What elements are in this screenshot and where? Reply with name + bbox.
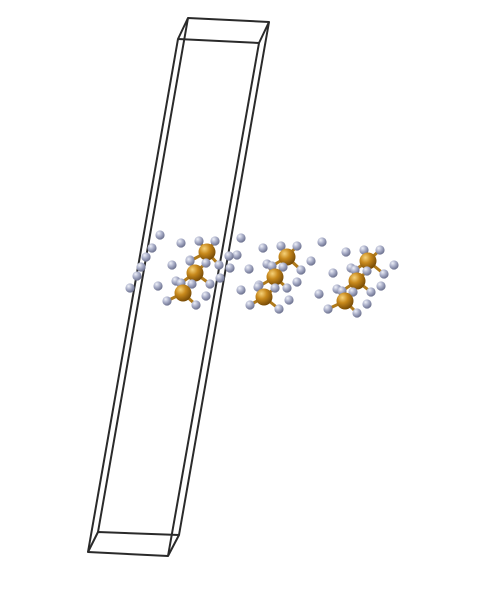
nonmetal-atom[interactable] bbox=[296, 265, 306, 275]
atoms-layer bbox=[125, 230, 399, 318]
metal-atom[interactable] bbox=[336, 292, 354, 310]
nonmetal-atom[interactable] bbox=[292, 241, 302, 251]
nonmetal-atom[interactable] bbox=[379, 269, 389, 279]
nonmetal-atom[interactable] bbox=[225, 263, 235, 273]
nonmetal-atom[interactable] bbox=[253, 282, 263, 292]
nonmetal-atom[interactable] bbox=[270, 283, 280, 293]
nonmetal-atom[interactable] bbox=[162, 296, 172, 306]
nonmetal-atom[interactable] bbox=[348, 287, 358, 297]
nonmetal-atom[interactable] bbox=[314, 289, 324, 299]
nonmetal-atom[interactable] bbox=[187, 279, 197, 289]
nonmetal-atom[interactable] bbox=[244, 264, 254, 274]
nonmetal-atom[interactable] bbox=[328, 268, 338, 278]
unit-cell-edge bbox=[97, 17, 189, 533]
nonmetal-atom[interactable] bbox=[132, 271, 142, 281]
nonmetal-atom[interactable] bbox=[352, 308, 362, 318]
nonmetal-atom[interactable] bbox=[205, 279, 215, 289]
nonmetal-atom[interactable] bbox=[155, 230, 165, 240]
nonmetal-atom[interactable] bbox=[323, 304, 333, 314]
nonmetal-atom[interactable] bbox=[125, 283, 135, 293]
nonmetal-atom[interactable] bbox=[362, 299, 372, 309]
nonmetal-atom[interactable] bbox=[236, 233, 246, 243]
nonmetal-atom[interactable] bbox=[366, 287, 376, 297]
metal-atom[interactable] bbox=[174, 284, 192, 302]
unit-cell-edge bbox=[167, 42, 260, 557]
nonmetal-atom[interactable] bbox=[210, 236, 220, 246]
nonmetal-atom[interactable] bbox=[194, 236, 204, 246]
nonmetal-atom[interactable] bbox=[191, 300, 201, 310]
nonmetal-atom[interactable] bbox=[236, 285, 246, 295]
nonmetal-atom[interactable] bbox=[141, 252, 151, 262]
nonmetal-atom[interactable] bbox=[201, 291, 211, 301]
nonmetal-atom[interactable] bbox=[389, 260, 399, 270]
nonmetal-atom[interactable] bbox=[153, 281, 163, 291]
nonmetal-atom[interactable] bbox=[276, 241, 286, 251]
unit-cell-top-face bbox=[177, 17, 270, 44]
nonmetal-atom[interactable] bbox=[176, 238, 186, 248]
nonmetal-atom[interactable] bbox=[362, 266, 372, 276]
nonmetal-atom[interactable] bbox=[282, 283, 292, 293]
unit-cell-edge bbox=[87, 38, 179, 553]
metal-atom[interactable] bbox=[278, 248, 296, 266]
metal-atom[interactable] bbox=[186, 264, 204, 282]
nonmetal-atom[interactable] bbox=[185, 256, 195, 266]
metal-atom[interactable] bbox=[255, 288, 273, 306]
nonmetal-atom[interactable] bbox=[292, 277, 302, 287]
nonmetal-atom[interactable] bbox=[284, 295, 294, 305]
nonmetal-atom[interactable] bbox=[215, 273, 225, 283]
nonmetal-atom[interactable] bbox=[167, 260, 177, 270]
nonmetal-atom[interactable] bbox=[375, 245, 385, 255]
nonmetal-atom[interactable] bbox=[274, 304, 284, 314]
nonmetal-atom[interactable] bbox=[350, 265, 360, 275]
unit-cell-bottom-face bbox=[87, 531, 180, 557]
nonmetal-atom[interactable] bbox=[258, 243, 268, 253]
nonmetal-atom[interactable] bbox=[232, 250, 242, 260]
metal-atom[interactable] bbox=[348, 272, 366, 290]
metal-atom[interactable] bbox=[359, 252, 377, 270]
nonmetal-atom[interactable] bbox=[278, 262, 288, 272]
nonmetal-atom[interactable] bbox=[306, 256, 316, 266]
nonmetal-atom[interactable] bbox=[267, 261, 277, 271]
nonmetal-atom[interactable] bbox=[245, 300, 255, 310]
nonmetal-atom[interactable] bbox=[214, 260, 224, 270]
nonmetal-atom[interactable] bbox=[376, 281, 386, 291]
nonmetal-atom[interactable] bbox=[359, 245, 369, 255]
metal-atom[interactable] bbox=[266, 268, 284, 286]
nonmetal-atom[interactable] bbox=[136, 262, 146, 272]
nonmetal-atom[interactable] bbox=[201, 258, 211, 268]
nonmetal-atom[interactable] bbox=[224, 251, 234, 261]
nonmetal-atom[interactable] bbox=[341, 247, 351, 257]
metal-atom[interactable] bbox=[198, 243, 216, 261]
nonmetal-atom[interactable] bbox=[317, 237, 327, 247]
nonmetal-atom[interactable] bbox=[147, 243, 157, 253]
